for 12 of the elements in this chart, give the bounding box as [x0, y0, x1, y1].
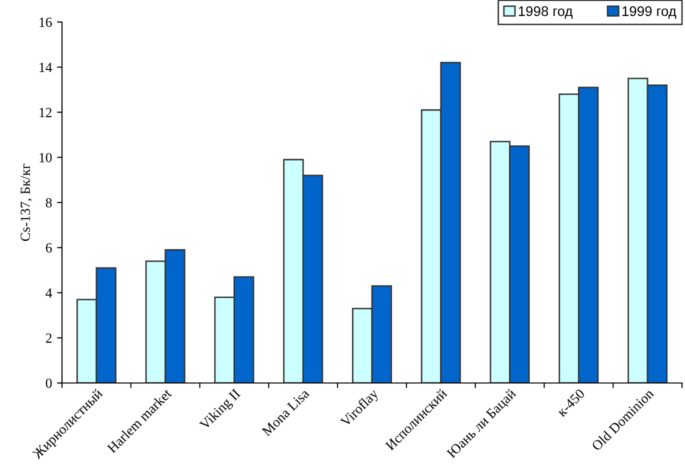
y-tick-label: 12: [40, 108, 52, 118]
y-tick-label: 8: [46, 198, 52, 208]
y-tick-label: 6: [46, 243, 52, 253]
y-tick-label: 2: [46, 333, 52, 343]
y-tick-label: 10: [40, 152, 52, 162]
legend-label: 1999 год: [622, 6, 676, 19]
legend-label: 1998 год: [518, 6, 573, 19]
y-axis-title: Cs-137, Бк/кг: [20, 164, 32, 241]
y-tick-label: 4: [46, 288, 52, 298]
y-tick-label: 14: [40, 62, 52, 72]
y-tick-label: 0: [46, 378, 52, 388]
y-tick-label: 16: [40, 18, 52, 27]
